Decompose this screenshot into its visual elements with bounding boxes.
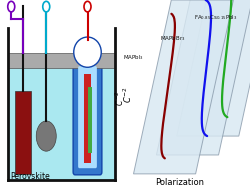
Text: Perovskite: Perovskite (10, 172, 50, 181)
Text: $C^{-2}$: $C^{-2}$ (114, 91, 126, 106)
Circle shape (43, 1, 50, 12)
Polygon shape (8, 53, 115, 68)
Circle shape (36, 121, 56, 151)
FancyBboxPatch shape (73, 61, 102, 175)
Circle shape (8, 1, 15, 12)
Text: MAPbI$_3$: MAPbI$_3$ (123, 53, 144, 62)
Polygon shape (156, 0, 250, 155)
Bar (15, 91, 31, 174)
Bar (84, 74, 90, 163)
Polygon shape (134, 0, 234, 174)
Bar (88, 87, 92, 153)
Text: MAPbBr$_3$: MAPbBr$_3$ (160, 34, 186, 43)
FancyBboxPatch shape (78, 66, 97, 168)
Polygon shape (8, 68, 115, 180)
Text: $C^{-2}$: $C^{-2}$ (122, 86, 134, 103)
Text: FA$_{0.85}$Cs$_{0.15}$PbI$_3$: FA$_{0.85}$Cs$_{0.15}$PbI$_3$ (194, 13, 238, 22)
Ellipse shape (74, 37, 101, 67)
Text: Polarization: Polarization (155, 178, 204, 187)
Polygon shape (177, 0, 250, 136)
Circle shape (84, 1, 91, 12)
